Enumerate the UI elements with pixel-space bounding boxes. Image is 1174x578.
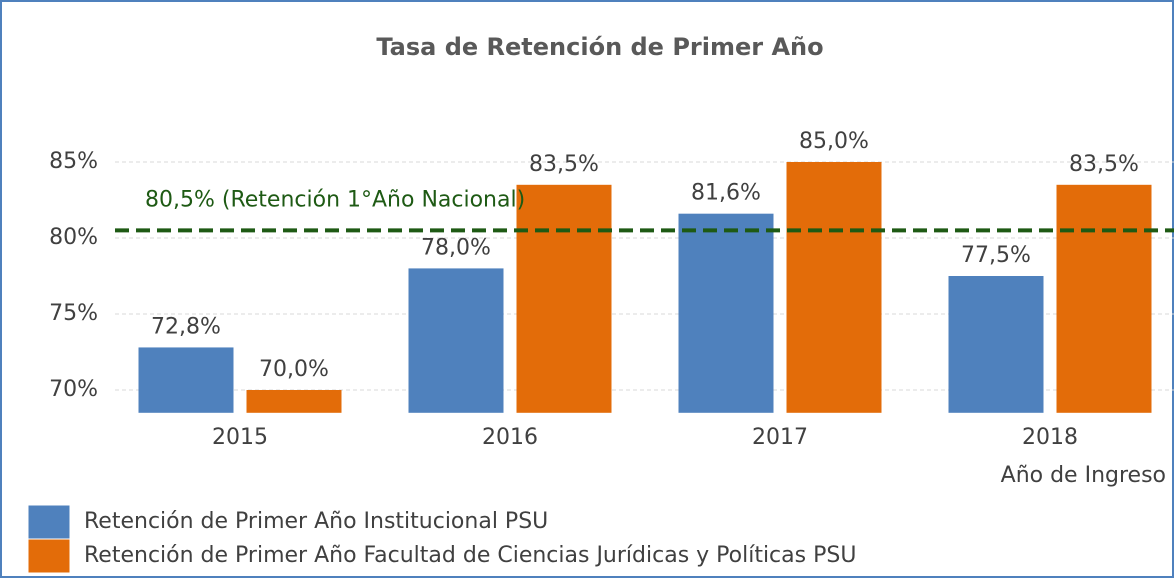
bar: [678, 213, 774, 413]
y-tick-label: 70%: [49, 377, 98, 402]
x-tick-label: 2016: [482, 425, 538, 450]
x-axis-label: Año de Ingreso: [1001, 463, 1166, 488]
data-label: 81,6%: [691, 181, 761, 206]
reference-label: 80,5% (Retención 1°Año Nacional): [145, 187, 525, 212]
data-label: 72,8%: [151, 314, 221, 339]
data-label: 78,0%: [421, 235, 491, 260]
bar: [246, 390, 342, 413]
y-tick-label: 75%: [49, 301, 98, 326]
y-tick-label: 85%: [49, 149, 98, 174]
chart-title: Tasa de Retención de Primer Año: [376, 33, 823, 61]
legend-label: Retención de Primer Año Facultad de Cien…: [84, 543, 856, 568]
bar: [786, 162, 882, 413]
legend-swatch: [27, 538, 71, 574]
legend-label: Retención de Primer Año Institucional PS…: [84, 509, 548, 534]
x-tick-label: 2015: [212, 425, 268, 450]
bar: [516, 184, 612, 413]
bar: [408, 268, 504, 413]
x-tick-label: 2017: [752, 425, 808, 450]
x-tick-label: 2018: [1022, 425, 1078, 450]
data-label: 85,0%: [799, 129, 869, 154]
bar: [1056, 184, 1152, 413]
data-label: 70,0%: [259, 357, 329, 382]
bar: [948, 276, 1044, 413]
data-label: 77,5%: [961, 243, 1031, 268]
data-label: 83,5%: [1069, 152, 1139, 177]
legend-swatch: [27, 504, 71, 540]
data-label: 83,5%: [529, 152, 599, 177]
y-tick-label: 80%: [49, 225, 98, 250]
bar: [138, 347, 234, 413]
